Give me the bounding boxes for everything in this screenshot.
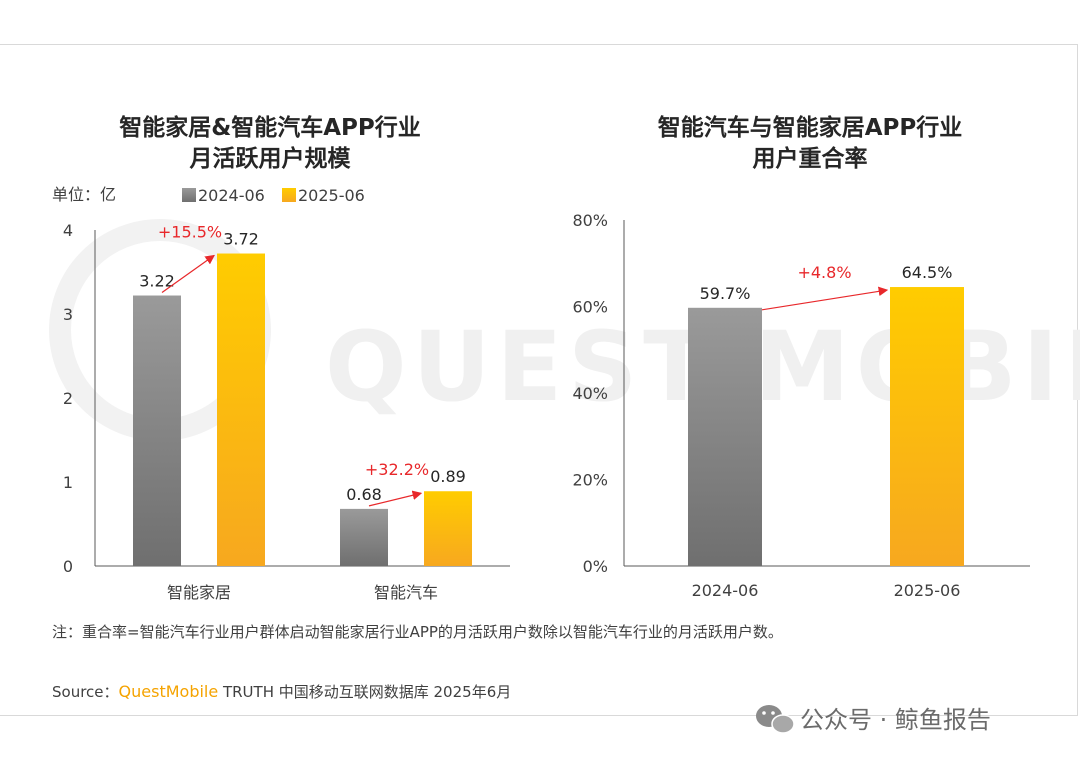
left-category-label: 智能家居 [167,583,231,602]
left-y-tick-label: 0 [63,557,73,576]
legend-swatch-2025 [282,188,296,202]
wechat-account-text: 公众号 · 鲸鱼报告 [800,706,991,734]
right-y-ticks: 0% 20% 40% 60% 80% [572,211,608,576]
bar-data-label: 3.22 [139,272,175,291]
right-category-label: 2025-06 [894,581,961,600]
left-y-tick-label: 4 [63,221,73,240]
left-category-label: 智能汽车 [374,583,438,602]
left-chart: 智能家居&智能汽车APP行业 月活跃用户规模 单位：亿 2024-06 2025… [52,114,510,602]
source-prefix: Source： [52,683,119,701]
bar-data-label: 59.7% [700,284,751,303]
left-chart-title-line-2: 月活跃用户规模 [189,145,352,172]
right-chart-title-line-1: 智能汽车与智能家居APP行业 [658,114,963,141]
bar-data-label: 0.89 [430,467,466,486]
source-brand: QuestMobile [119,682,219,701]
wechat-icon [756,705,795,734]
right-chart: 智能汽车与智能家居APP行业 用户重合率 0% 20% 40% 60% 80% 59.7… [572,114,1030,600]
bar-2024-06-0 [133,295,181,566]
bar-2025-06-1 [424,491,472,566]
bar-2025-06-0 [217,253,265,566]
legend-label-2025: 2025-06 [298,186,365,205]
bar-data-label: 0.68 [346,485,382,504]
bar-data-label: 3.72 [223,230,259,249]
right-data-labels: 59.7% 64.5% [700,263,953,303]
left-bars [133,253,472,566]
legend-swatch-2024 [182,188,196,202]
growth-label: +32.2% [365,460,429,479]
left-y-tick-label: 3 [63,305,73,324]
growth-label: +4.8% [797,263,851,282]
right-y-tick-label: 20% [572,471,608,490]
figure-frame [0,44,1078,716]
bar-2025-06 [890,287,964,566]
left-y-tick-label: 1 [63,473,73,492]
right-y-tick-label: 80% [572,211,608,230]
growth-arrow [368,490,423,507]
growth-label: +15.5% [158,223,222,242]
right-y-tick-label: 60% [572,298,608,317]
left-categories: 智能家居 智能汽车 [167,583,438,602]
left-y-tick-label: 2 [63,389,73,408]
unit-label: 单位：亿 [52,185,116,204]
right-y-tick-label: 40% [572,384,608,403]
left-data-labels: 3.22 3.72 0.68 0.89 [139,230,466,504]
legend-label-2024: 2024-06 [198,186,265,205]
right-y-tick-label: 0% [583,557,608,576]
growth-arrow [761,286,889,311]
right-category-label: 2024-06 [692,581,759,600]
left-growth-arrows: +15.5% +32.2% [158,223,429,507]
bar-2024-06 [688,307,762,566]
growth-arrow [161,254,215,294]
bar-2024-06-1 [340,508,388,566]
source-suffix: TRUTH 中国移动互联网数据库 2025年6月 [218,683,511,701]
wechat-badge: 公众号 · 鲸鱼报告 [756,705,991,734]
bar-data-label: 64.5% [902,263,953,282]
right-chart-title-line-2: 用户重合率 [753,145,868,172]
source-line: Source：QuestMobile TRUTH 中国移动互联网数据库 2025… [52,682,511,701]
left-chart-title-line-1: 智能家居&智能汽车APP行业 [119,114,421,141]
right-growth-arrow: +4.8% [761,263,889,311]
left-y-ticks: 0 1 2 3 4 [63,221,73,576]
right-bars [688,287,964,566]
footnote: 注：重合率=智能汽车行业用户群体启动智能家居行业APP的月活跃用户数除以智能汽车… [52,623,783,641]
right-categories: 2024-06 2025-06 [692,581,961,600]
